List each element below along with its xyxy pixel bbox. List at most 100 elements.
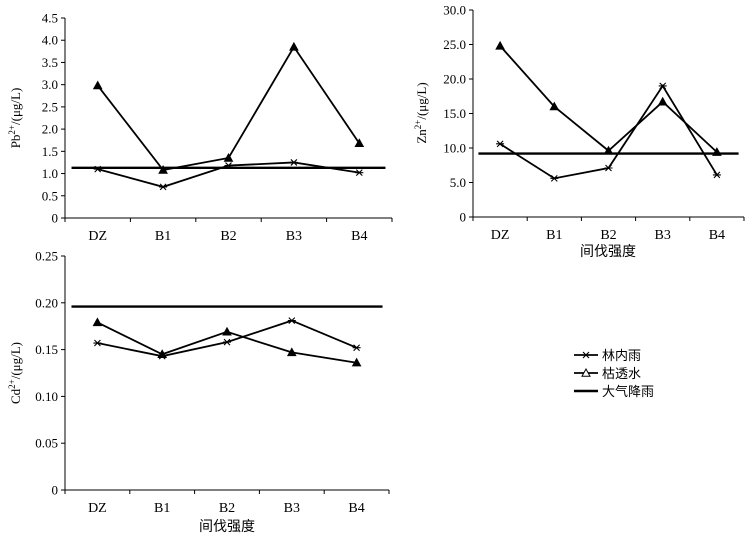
y-tick-label: 30.0: [443, 3, 466, 18]
legend-label: 大气降雨: [602, 384, 654, 400]
y-axis-label-sup: 2+: [7, 379, 17, 389]
x-tick-label: B4: [709, 228, 725, 243]
data-point: [158, 164, 168, 174]
y-tick-label: 0: [52, 211, 59, 226]
data-point: [550, 174, 559, 182]
y-axis-label: Zn2+/(μg/L): [413, 82, 429, 143]
y-tick-label: 0.10: [35, 389, 58, 404]
x-axis-label: 间伐强度: [580, 244, 636, 260]
data-point: [222, 326, 232, 336]
y-axis-label-main: Pb: [8, 135, 23, 149]
y-tick-label: 5.0: [450, 175, 466, 190]
legend-item: 林内雨: [574, 348, 641, 364]
x-tick-label: B2: [600, 228, 616, 243]
y-axis-label: Pb2+/(μg/L): [7, 88, 23, 149]
x-tick-label: B2: [219, 501, 235, 516]
x-tick-label: B3: [286, 229, 302, 244]
data-point: [604, 164, 613, 172]
x-tick-label: B4: [348, 501, 364, 516]
data-point: [355, 169, 364, 177]
series-1: [93, 159, 364, 191]
y-tick-label: 2.0: [42, 122, 58, 137]
chart-panel-1: 0 0.5 1.0 1.5 2.0 2.5 3.0 3.5 4.0 4.5 DZ B1 B2 B3 B4 Pb…: [7, 11, 393, 244]
data-point: [657, 96, 668, 106]
series-2: [495, 40, 722, 156]
data-point: [159, 183, 168, 191]
data-point: [658, 82, 667, 90]
data-point: [92, 317, 103, 327]
y-axis-label-unit: /(μg/L): [414, 82, 429, 119]
y-axis-label-sup: 2+: [413, 120, 423, 130]
series-1: [93, 317, 361, 360]
x-tick-label: B3: [284, 501, 300, 516]
series-line: [499, 84, 718, 180]
chart-panel-2: 0 5.0 10.0 15.0 20.0 25.0 30.0 DZ B1 B2 B3 B4 Zn2+/(…: [413, 3, 745, 260]
y-tick-label: 2.5: [42, 99, 58, 114]
y-tick-label: 3.0: [42, 77, 58, 92]
x-tick-label: DZ: [88, 229, 107, 244]
chart-panel-3: 0 0.05 0.10 0.15 0.20 0.25 DZ B1 B2 B3 B4 Cd2+/(μg/…: [7, 249, 390, 535]
x-tick-label: DZ: [88, 501, 107, 516]
series-2: [92, 41, 365, 174]
series-2: [92, 317, 362, 367]
y-tick-label: 20.0: [443, 72, 466, 87]
y-tick-label: 0: [460, 210, 467, 225]
x-tick-label: B1: [154, 501, 170, 516]
y-tick-label: 3.5: [42, 55, 58, 70]
legend-label: 枯透水: [602, 367, 641, 382]
data-point: [289, 159, 298, 166]
y-axis-label-main: Zn: [414, 129, 429, 144]
legend-marker: [581, 367, 591, 377]
x-tick-label: DZ: [491, 228, 510, 243]
data-point: [92, 80, 103, 90]
data-point: [549, 101, 560, 111]
y-tick-label: 0.5: [42, 188, 58, 203]
y-axis-label-main: Cd: [8, 388, 23, 404]
data-point: [496, 140, 505, 148]
data-point: [289, 41, 299, 51]
data-point: [352, 344, 361, 352]
series-1: [496, 82, 721, 182]
x-axis-label: 间伐强度: [199, 519, 255, 535]
data-point: [157, 349, 168, 358]
y-tick-label: 1.5: [42, 144, 58, 159]
legend-item: 大气降雨: [574, 384, 654, 400]
data-point: [712, 171, 721, 179]
y-tick-label: 10.0: [443, 141, 466, 156]
legend-marker: [582, 351, 590, 359]
y-axis-label-sup: 2+: [7, 125, 17, 135]
x-tick-label: B4: [351, 229, 367, 244]
x-tick-label: B3: [655, 228, 671, 243]
data-point: [495, 40, 505, 50]
y-axis-label: Cd2+/(μg/L): [7, 342, 23, 404]
data-point: [223, 152, 234, 162]
y-axis-label-unit: /(μg/L): [8, 342, 23, 379]
series-line: [499, 45, 718, 153]
y-tick-label: 0.20: [35, 295, 58, 310]
y-tick-label: 15.0: [443, 106, 466, 121]
data-point: [287, 317, 296, 324]
data-point: [286, 347, 297, 357]
legend-item: 枯透水: [574, 367, 641, 382]
series-line: [96, 45, 361, 171]
y-tick-label: 1.0: [42, 166, 58, 181]
x-tick-label: B1: [155, 229, 171, 244]
data-point: [354, 138, 365, 148]
y-tick-label: 0.25: [35, 249, 58, 264]
y-tick-label: 25.0: [443, 37, 466, 52]
series-line: [97, 319, 357, 358]
y-tick-label: 0.15: [35, 342, 58, 357]
legend-label: 林内雨: [602, 348, 641, 364]
x-tick-label: B2: [220, 229, 236, 244]
y-tick-label: 4.0: [42, 33, 58, 48]
y-tick-label: 4.5: [42, 11, 58, 26]
x-tick-label: B1: [546, 228, 562, 243]
y-tick-label: 0.05: [35, 436, 58, 451]
y-tick-label: 0: [52, 483, 59, 498]
data-point: [223, 338, 231, 346]
data-point: [93, 339, 102, 347]
data-point: [351, 357, 362, 367]
y-axis-label-unit: /(μg/L): [8, 88, 23, 125]
